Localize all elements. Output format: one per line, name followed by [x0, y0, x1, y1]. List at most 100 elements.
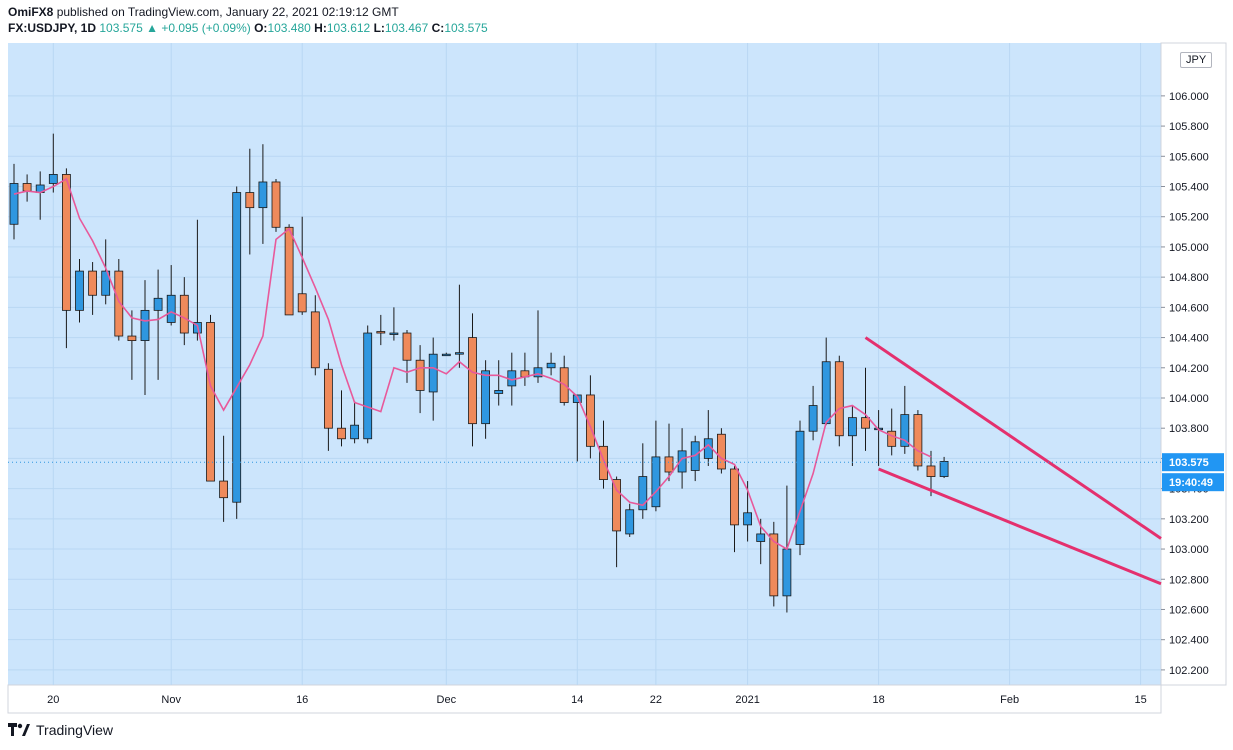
candle-body[interactable] [376, 331, 386, 334]
y-tick-label: 103.800 [1169, 423, 1209, 435]
currency-label[interactable]: JPY [1180, 52, 1213, 68]
candle-body[interactable] [206, 322, 215, 482]
candle-body[interactable] [769, 533, 779, 597]
candle-body[interactable] [717, 433, 726, 470]
candle-body[interactable] [271, 181, 281, 228]
candle-body[interactable] [743, 512, 752, 526]
countdown-tag[interactable] [1162, 473, 1224, 492]
low-label: L: [373, 21, 385, 35]
footer-brand[interactable]: TradingView [8, 722, 113, 738]
candle-body[interactable] [664, 456, 674, 473]
candle-body[interactable] [454, 352, 464, 355]
candle-body[interactable] [861, 417, 870, 429]
y-tick-label: 102.800 [1169, 574, 1209, 586]
candle-body[interactable] [821, 361, 831, 425]
x-tick-label: 2021 [735, 694, 759, 706]
candle-body[interactable] [834, 361, 844, 437]
price-axis[interactable] [1160, 42, 1227, 686]
candle-body[interactable] [887, 430, 897, 447]
candle-body[interactable] [586, 394, 595, 447]
ohlc-legend: FX:USDJPY, 1D 103.575 ▲ +0.095 (+0.09%) … [8, 20, 488, 36]
plot-area[interactable] [8, 43, 1161, 685]
publish-info: published on TradingView.com, January 22… [56, 5, 399, 19]
candle-body[interactable] [612, 479, 621, 532]
candle-body[interactable] [415, 359, 425, 391]
countdown-label: 19:40:49 [1169, 477, 1213, 489]
candle-body[interactable] [848, 417, 857, 437]
candle-body[interactable] [22, 183, 32, 192]
low-value: 103.467 [384, 21, 429, 35]
candle-body[interactable] [468, 337, 477, 425]
candle-body[interactable] [638, 476, 648, 511]
candle-body[interactable] [310, 311, 320, 369]
x-tick-label: Dec [437, 694, 457, 706]
candle-body[interactable] [284, 226, 294, 316]
candle-body[interactable] [62, 174, 71, 311]
candle-body[interactable] [494, 390, 504, 394]
y-tick-label: 104.800 [1169, 272, 1209, 284]
y-tick-label: 102.200 [1169, 665, 1209, 677]
open-value: 103.480 [267, 21, 311, 35]
candle-body[interactable] [900, 414, 910, 447]
price-chart[interactable]: 102.200 102.400 102.600 102.800 103.000 103.2… [0, 0, 1233, 720]
candle-body[interactable] [913, 414, 923, 467]
price-change: +0.095 (+0.09%) [161, 21, 251, 35]
candle-body[interactable] [258, 181, 268, 209]
candle-body[interactable] [756, 533, 766, 542]
candle-body[interactable] [441, 353, 451, 357]
brand-name: TradingView [36, 722, 114, 738]
time-axis[interactable] [7, 684, 1162, 714]
candle-body[interactable] [599, 445, 608, 480]
candle-body[interactable] [245, 192, 255, 209]
candle-body[interactable] [795, 430, 805, 545]
trendline[interactable] [878, 467, 1162, 586]
candle-body[interactable] [179, 294, 189, 334]
candle-body[interactable] [48, 174, 58, 184]
candle-body[interactable] [9, 183, 19, 225]
candle-body[interactable] [939, 461, 949, 477]
candle-body[interactable] [101, 270, 111, 296]
y-tick-label: 102.600 [1169, 604, 1209, 616]
candle-body[interactable] [75, 270, 84, 311]
price-tag[interactable] [1162, 453, 1224, 472]
y-tick-label: 104.400 [1169, 333, 1209, 345]
candle-body[interactable] [337, 427, 346, 440]
moving-average-line[interactable] [13, 177, 932, 551]
symbol-label: FX:USDJPY, 1D [8, 21, 97, 35]
x-tick-label: Feb [1000, 694, 1019, 706]
publisher-name[interactable]: OmiFX8 [8, 5, 54, 19]
trendline[interactable] [864, 336, 1162, 540]
up-arrow-icon: ▲ [146, 21, 158, 35]
candle-body[interactable] [546, 362, 556, 369]
x-tick-label: 14 [571, 694, 583, 706]
candle-body[interactable] [219, 480, 229, 499]
candle-body[interactable] [402, 332, 412, 361]
candle-body[interactable] [730, 468, 739, 526]
candle-body[interactable] [88, 270, 97, 296]
candle-body[interactable] [350, 424, 360, 440]
y-tick-label: 104.200 [1169, 363, 1209, 375]
candle-body[interactable] [363, 332, 373, 440]
candle-body[interactable] [114, 270, 124, 337]
candle-body[interactable] [481, 370, 491, 425]
candle-body[interactable] [166, 294, 176, 323]
candle-body[interactable] [651, 456, 661, 508]
candle-body[interactable] [389, 332, 399, 335]
candle-body[interactable] [625, 509, 635, 535]
candle-body[interactable] [572, 394, 582, 403]
candle-body[interactable] [323, 368, 333, 429]
candle-body[interactable] [127, 335, 137, 341]
candle-body[interactable] [782, 548, 792, 597]
candle-body[interactable] [140, 309, 150, 341]
candle-body[interactable] [297, 293, 307, 313]
candle-body[interactable] [677, 450, 687, 473]
candle-body[interactable] [926, 465, 936, 477]
publish-line: OmiFX8 published on TradingView.com, Jan… [8, 4, 488, 20]
y-tick-label: 105.200 [1169, 212, 1209, 224]
candle-body[interactable] [428, 353, 438, 393]
x-tick-label: 16 [296, 694, 308, 706]
candle-body[interactable] [533, 367, 543, 378]
candle-body[interactable] [232, 192, 242, 503]
candle-body[interactable] [808, 405, 818, 432]
candle-body[interactable] [153, 297, 163, 311]
